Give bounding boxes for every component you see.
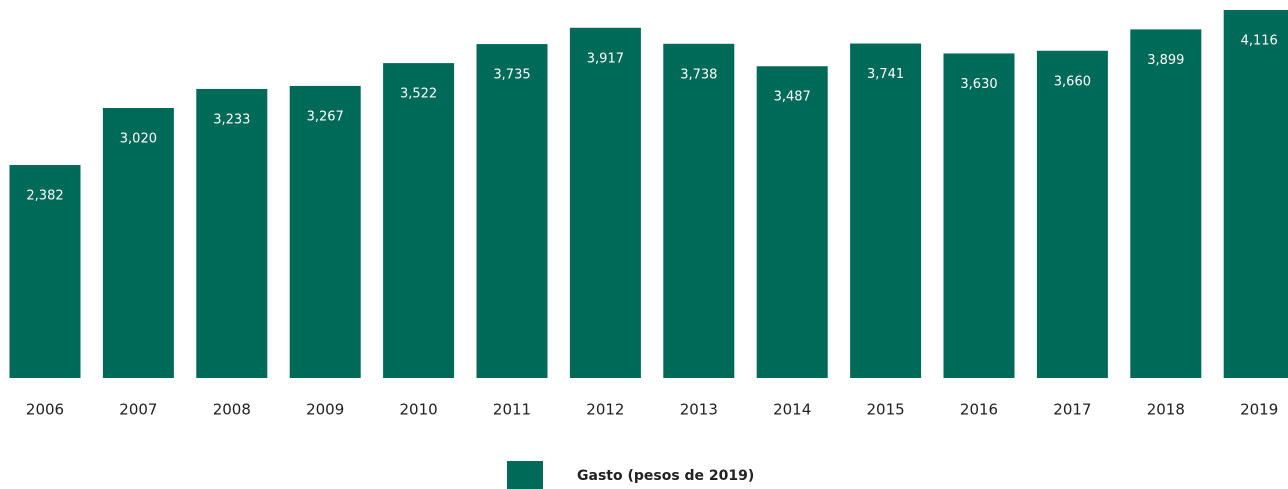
value-label: 3,899 <box>1147 53 1184 68</box>
value-label: 3,522 <box>400 87 437 102</box>
value-label: 3,660 <box>1054 74 1091 89</box>
x-tick-label: 2014 <box>773 401 811 419</box>
x-tick-label: 2018 <box>1147 401 1185 419</box>
value-label: 3,267 <box>307 109 344 124</box>
value-label: 3,630 <box>960 77 997 92</box>
value-label: 2,382 <box>26 189 63 204</box>
x-tick-label: 2009 <box>306 401 344 419</box>
value-label: 3,020 <box>120 131 157 146</box>
x-tick-label: 2007 <box>119 401 157 419</box>
x-tick-label: 2019 <box>1240 401 1278 419</box>
bar <box>1223 10 1288 378</box>
bar <box>943 53 1015 378</box>
bar <box>102 107 174 378</box>
x-tick-label: 2012 <box>586 401 624 419</box>
x-tick-label: 2011 <box>493 401 531 419</box>
bar <box>663 43 735 378</box>
value-label: 3,487 <box>774 90 811 105</box>
bar <box>1130 29 1202 378</box>
x-tick-label: 2013 <box>680 401 718 419</box>
x-tick-label: 2008 <box>213 401 251 419</box>
bar <box>476 44 548 378</box>
bar <box>196 88 268 379</box>
bar <box>9 165 81 378</box>
value-label: 3,233 <box>213 112 250 127</box>
bar <box>383 63 455 378</box>
legend-swatch <box>507 461 543 489</box>
x-tick-label: 2015 <box>867 401 905 419</box>
bar <box>850 43 922 378</box>
legend-label: Gasto (pesos de 2019) <box>577 468 754 484</box>
bar <box>289 85 361 378</box>
x-tick-label: 2017 <box>1053 401 1091 419</box>
value-label: 3,735 <box>493 68 530 83</box>
x-tick-label: 2016 <box>960 401 998 419</box>
x-tick-label: 2006 <box>26 401 64 419</box>
bar <box>1036 50 1108 378</box>
value-label: 3,738 <box>680 67 717 82</box>
value-label: 3,917 <box>587 51 624 66</box>
value-label: 4,116 <box>1241 34 1278 49</box>
bar <box>569 27 641 379</box>
value-label: 3,741 <box>867 67 904 82</box>
x-tick-label: 2010 <box>400 401 438 419</box>
bar <box>756 66 828 378</box>
